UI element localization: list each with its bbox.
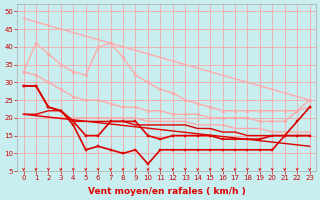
X-axis label: Vent moyen/en rafales ( km/h ): Vent moyen/en rafales ( km/h ) bbox=[88, 187, 245, 196]
